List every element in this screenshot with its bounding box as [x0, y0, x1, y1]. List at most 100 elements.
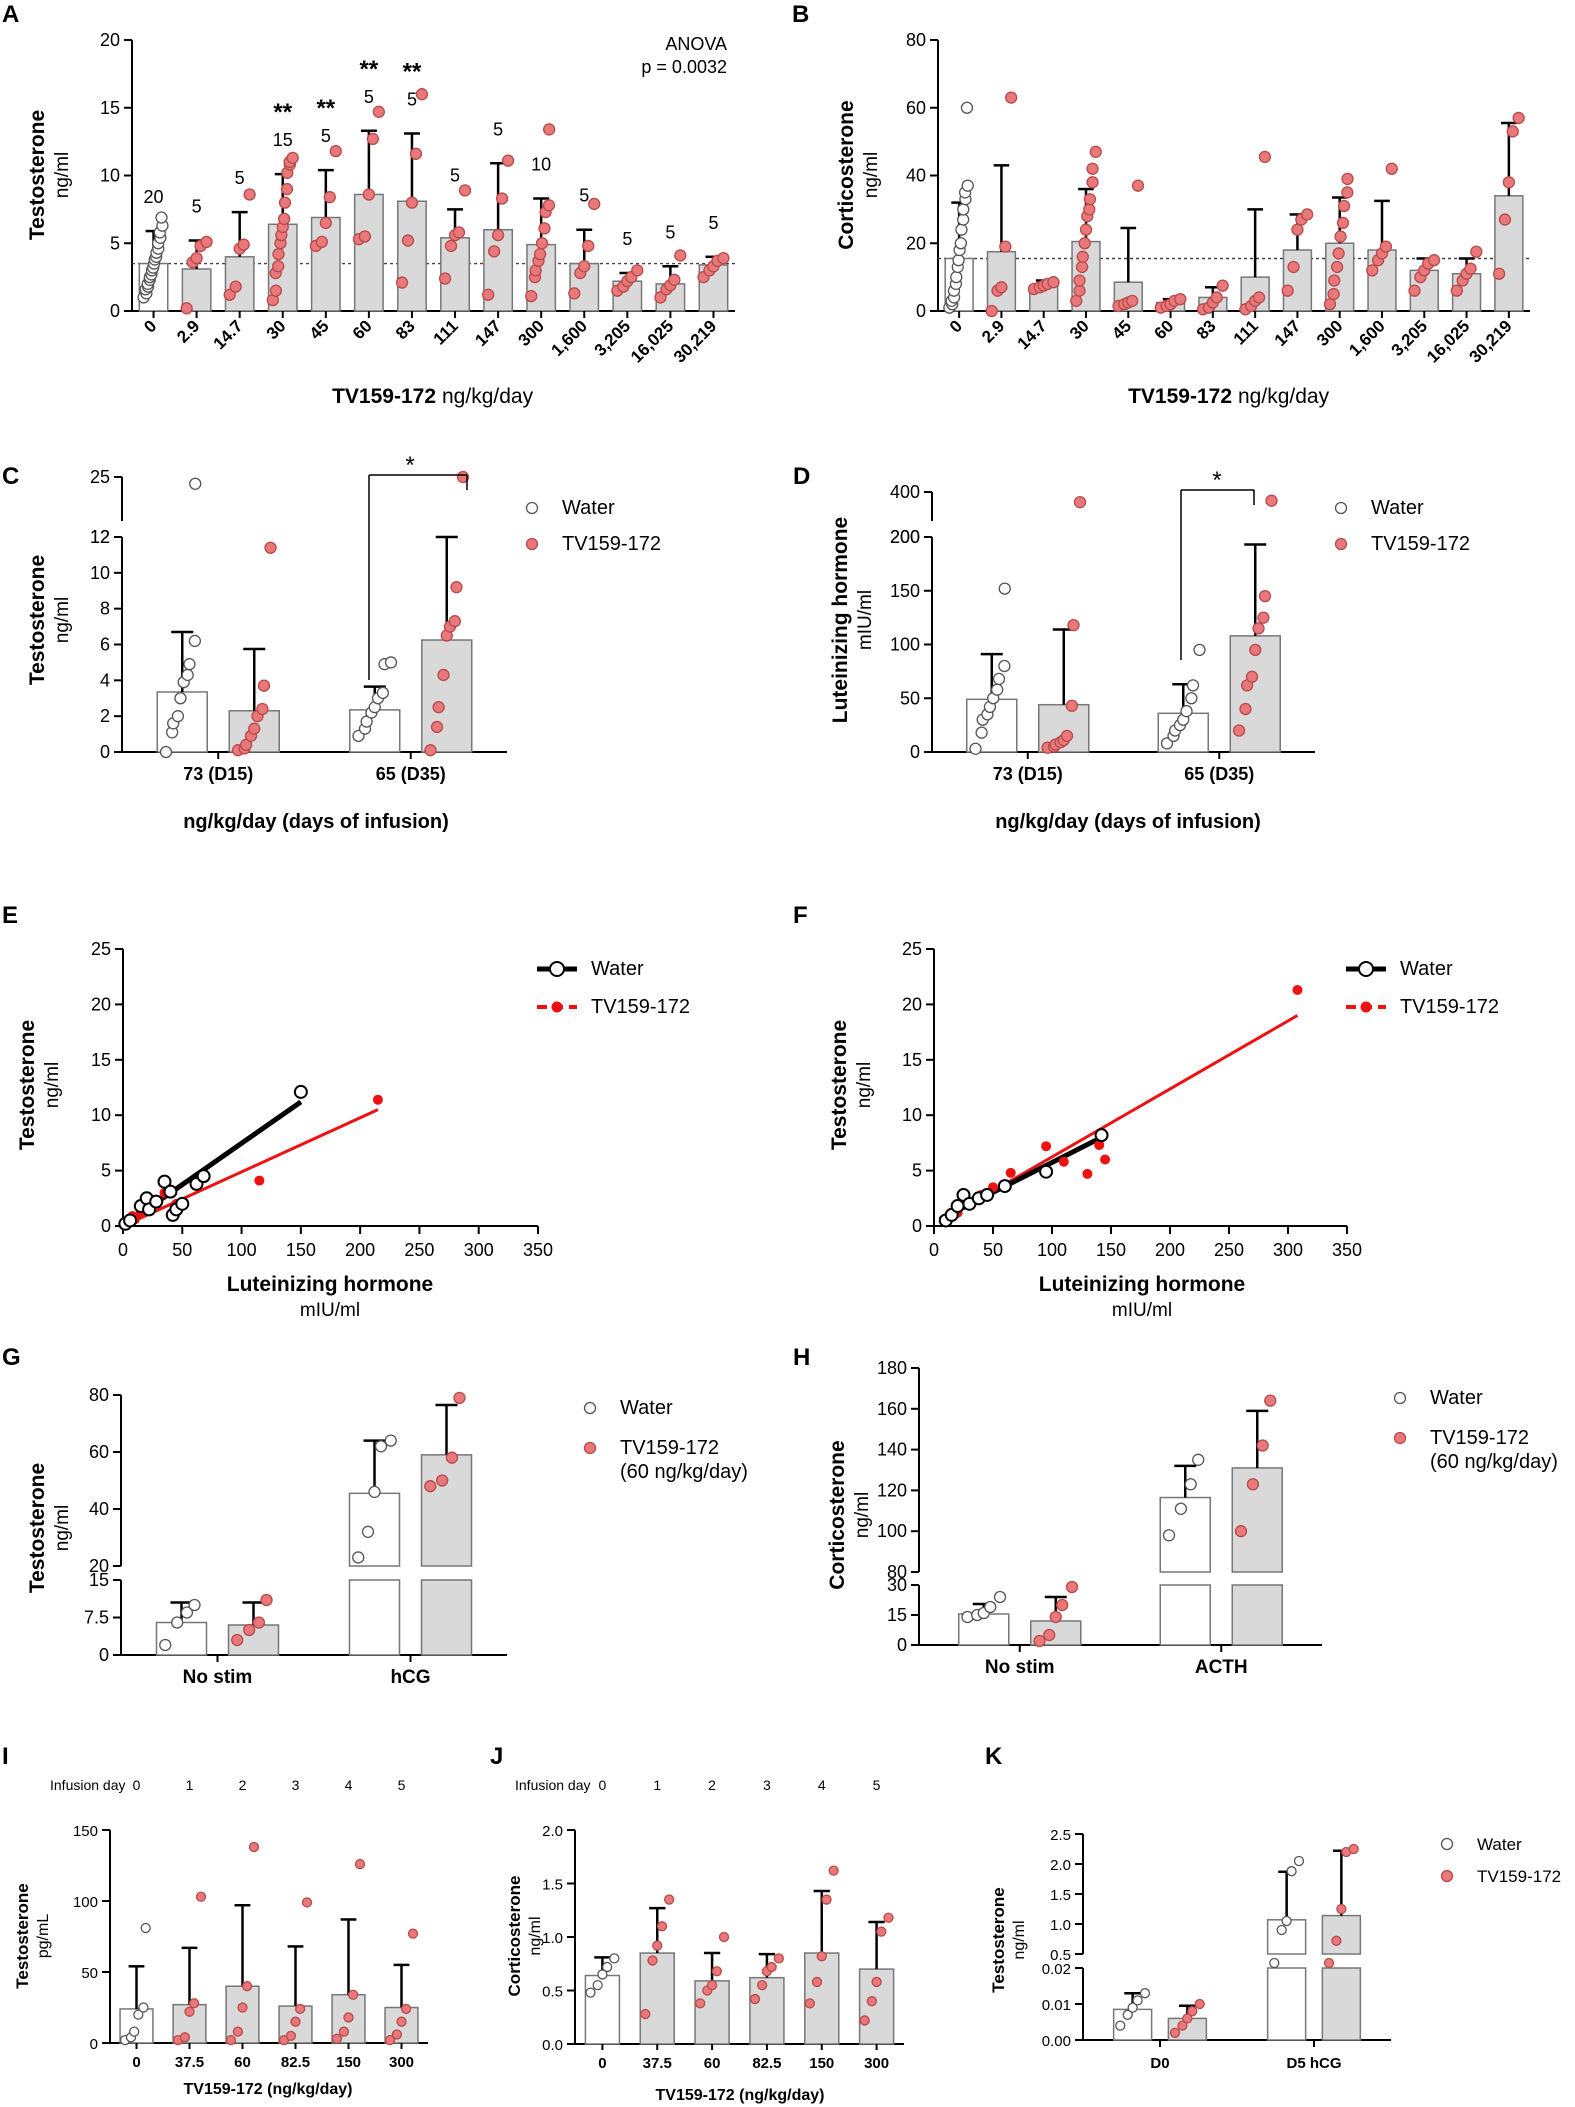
data-point: [1287, 260, 1300, 274]
data-point: [954, 237, 968, 250]
scatter-point-water: [196, 1169, 211, 1184]
x-axis-unit: ng/kg/day: [1238, 385, 1330, 408]
data-point: [180, 302, 193, 315]
n-label: 5: [364, 87, 374, 107]
n-label: 5: [622, 229, 632, 249]
data-point: [568, 287, 581, 300]
data-point: [269, 284, 283, 297]
data-point: [1086, 176, 1099, 189]
data-point: [1065, 1580, 1079, 1594]
scatter-point-treat: [372, 1094, 383, 1105]
data-point: [706, 1980, 718, 1991]
x-tick-label: 45: [1108, 316, 1135, 343]
legend-treat-marker: [583, 1441, 597, 1455]
y-tick-label: 0: [910, 742, 920, 762]
infusion-day-value: 2: [239, 1777, 247, 1793]
data-point: [1385, 162, 1398, 175]
data-point: [1067, 619, 1080, 632]
y-tick-label: 25: [902, 939, 922, 959]
fit-line-treat: [122, 1108, 379, 1228]
y-tick-label: 12: [90, 527, 110, 547]
data-point: [174, 692, 187, 705]
x-tick-label: 37.5: [175, 2054, 204, 2071]
x-tick-label: 30,219: [1465, 316, 1515, 366]
data-point: [859, 2015, 870, 2026]
p-value-label: p = 0.0032: [641, 57, 727, 77]
significance-mark: **: [273, 99, 292, 126]
n-label: 5: [407, 89, 417, 109]
data-point: [1047, 276, 1060, 289]
data-point: [366, 132, 380, 146]
data-point: [1078, 237, 1091, 250]
x-tick-label: 250: [1214, 1240, 1244, 1260]
data-point: [668, 273, 681, 286]
data-point: [195, 1891, 207, 1902]
data-point: [1086, 162, 1099, 175]
data-point: [1060, 729, 1074, 743]
y-tick-label: 20: [902, 994, 922, 1014]
panel-letter: D: [793, 463, 810, 490]
data-point: [315, 235, 328, 249]
y-tick-label: 60: [906, 98, 926, 118]
data-point: [243, 188, 256, 201]
data-point: [656, 1921, 668, 1932]
scatter-point-treat: [1041, 1141, 1052, 1152]
y-tick-label: 10: [100, 166, 120, 186]
data-point: [1174, 292, 1187, 306]
data-point: [695, 1998, 706, 2009]
data-point: [1249, 643, 1262, 657]
y-tick-label: 0.5: [542, 1984, 563, 2001]
y-tick-label: 80: [887, 1562, 907, 1582]
data-point: [1083, 193, 1097, 206]
y-axis-unit: ng/ml: [852, 1492, 873, 1538]
n-label: 10: [531, 155, 551, 175]
x-tick-label: 14.7: [210, 316, 247, 353]
x-axis-unit: ng/kg/day: [442, 385, 534, 408]
x-tick-label: 147: [471, 316, 504, 349]
y-tick-label: 0: [916, 301, 926, 321]
data-point: [232, 2026, 244, 2037]
n-label: 5: [192, 197, 202, 217]
y-tick-label: 15: [91, 1050, 111, 1070]
data-point: [952, 254, 965, 267]
data-point: [950, 270, 963, 284]
x-axis-title: Luteinizing hormone: [1039, 1273, 1245, 1296]
scatter-point-water: [980, 1187, 995, 1202]
legend-water-label: Water: [591, 958, 644, 980]
data-point: [773, 1953, 784, 1964]
data-point: [1122, 2009, 1133, 2020]
y-tick-label: 5: [912, 1161, 922, 1181]
data-point: [1073, 274, 1086, 287]
infusion-day-value: 1: [186, 1777, 194, 1793]
data-point: [647, 1955, 658, 1966]
x-axis-title: ng/kg/day (days of infusion): [995, 811, 1261, 833]
y-tick-label: 15: [100, 98, 120, 118]
data-point: [1079, 223, 1093, 236]
data-point: [652, 1940, 663, 1951]
data-point: [1265, 494, 1278, 507]
data-point: [1337, 199, 1351, 213]
data-point: [252, 1616, 266, 1629]
y-tick-label: 5: [101, 1161, 111, 1181]
infusion-day-value: 0: [599, 1777, 607, 1793]
data-point: [1470, 245, 1483, 258]
legend-water-marker: [1358, 961, 1374, 977]
significance-mark: **: [360, 56, 379, 83]
bar: [421, 639, 473, 753]
y-tick-label: 2.0: [542, 1823, 563, 1840]
data-point: [542, 199, 556, 212]
y-axis-title: Luteinizing hormone: [829, 517, 852, 723]
axis-break-gap: [346, 1567, 403, 1579]
y-tick-label: 6: [100, 635, 110, 655]
data-point: [640, 2008, 651, 2020]
y-axis-unit: ng/ml: [42, 1062, 63, 1108]
data-point: [237, 238, 250, 251]
x-tick-label: 100: [227, 1240, 257, 1260]
data-point: [424, 1480, 437, 1493]
x-axis-title: TV159-172 (ng/kg/day): [656, 2087, 825, 2104]
data-point: [384, 1434, 397, 1447]
y-tick-label: 30: [887, 1575, 907, 1595]
data-point: [1379, 240, 1393, 253]
n-label: 5: [708, 213, 718, 233]
y-tick-label: 12: [90, 527, 110, 547]
